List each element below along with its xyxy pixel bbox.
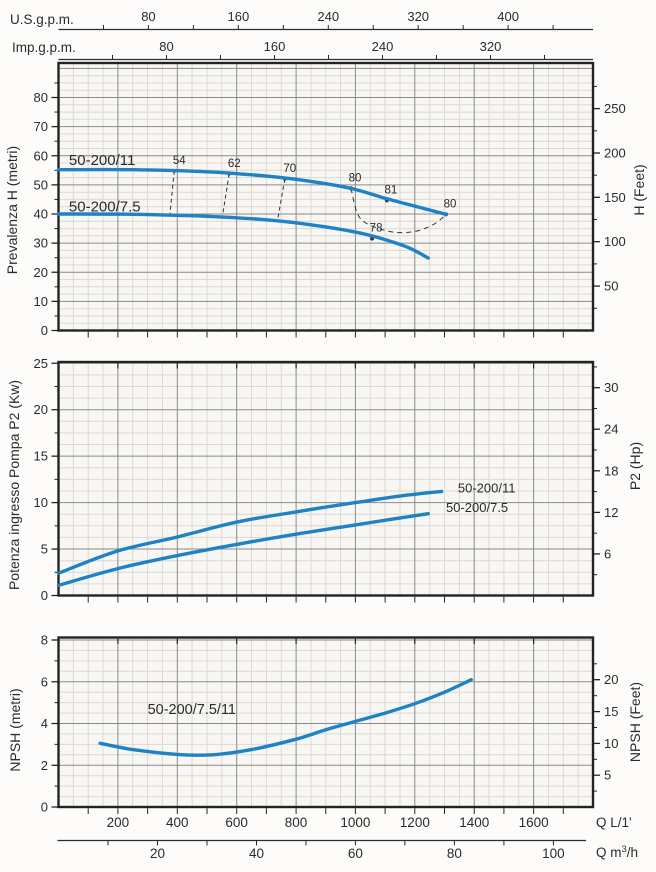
efficiency-contour: [350, 188, 447, 234]
tick-label-right: 5: [604, 768, 611, 783]
l-per-min-label: 1400: [459, 815, 489, 830]
tick-label-left: 25: [34, 356, 48, 371]
tick-label-left: 60: [34, 148, 48, 163]
us-gpm-label: 160: [227, 9, 249, 24]
us-gpm-label: 320: [407, 9, 429, 24]
m3h-title: Q m3/h: [596, 844, 638, 860]
flow-axis-m3-per-h: 20 40 60 80 100 Q m3/h: [57, 839, 638, 861]
imp-gpm-label: 80: [159, 39, 173, 54]
us-gpm-label: 80: [141, 9, 155, 24]
tick-label-left: 6: [41, 674, 48, 689]
efficiency-label: 70: [283, 163, 296, 175]
curve-label: 50-200/7.5/11: [148, 702, 236, 718]
tick-label-right: 200: [604, 145, 626, 160]
tick-label-left: 0: [41, 800, 48, 815]
right-axis-title: P2 (Hp): [627, 442, 643, 490]
curve-label: 50-200/11: [458, 481, 516, 496]
tick-label-left: 10: [34, 294, 48, 309]
m3h-label: 20: [150, 846, 165, 861]
tick-label-left: 10: [34, 495, 48, 510]
l-per-min-label: 1600: [519, 815, 549, 830]
imp-gpm-label: 240: [372, 39, 394, 54]
tick-label-right: 30: [604, 380, 618, 395]
curve-50-200/7.5/11: [98, 678, 473, 757]
npsh-chart: 0 2 4 6 8 NPSH (metri) 5 10 15 20 NPSH (Feet) 50-20…: [7, 633, 643, 815]
tick-label-left: 5: [41, 542, 48, 557]
efficiency-line: [221, 173, 230, 217]
imp-gpm-label: 320: [480, 39, 502, 54]
imp-gpm-label: 160: [264, 39, 286, 54]
tick-label-left: 80: [34, 90, 48, 105]
tick-label-right: 15: [604, 704, 618, 719]
tick-label-right: 250: [604, 101, 626, 116]
m3h-label: 100: [542, 846, 565, 861]
tick-label-right: 24: [604, 422, 618, 437]
us-gpm-scale: U.S.g.p.m. 80 160 240 320 400: [10, 9, 593, 31]
efficiency-line: [169, 170, 175, 215]
efficiency-label: 78: [370, 222, 383, 234]
power-chart: 0 5 10 15 20 25 Potenza ingresso Pompa P2 (Kw)…: [6, 356, 643, 603]
tick-label-right: 20: [604, 672, 618, 687]
head-chart: 0 10 20 30 40 50 60 70 80 Prevalenza H (metri) 50 1…: [4, 61, 647, 338]
curve-label: 50-200/7.5: [69, 199, 141, 216]
left-axis-title: Potenza ingresso Pompa P2 (Kw): [6, 380, 22, 590]
imp-gpm-scale: Imp.g.p.m. 80 160 240 320: [12, 39, 593, 61]
tick-label-left: 20: [34, 265, 48, 280]
curve-50-200/7.5: [56, 212, 430, 260]
us-gpm-title: U.S.g.p.m.: [10, 12, 74, 27]
curve-50-200/11: [56, 167, 448, 216]
us-gpm-label: 240: [317, 9, 339, 24]
imp-gpm-title: Imp.g.p.m.: [12, 40, 76, 55]
tick-label-right: 100: [604, 234, 626, 249]
tick-label-left: 15: [34, 449, 48, 464]
tick-label-right: 150: [604, 190, 626, 205]
m3h-label: 60: [348, 846, 363, 861]
tick-label-right: 50: [604, 279, 618, 294]
plot-border: [57, 360, 595, 597]
tick-label-left: 0: [41, 588, 48, 603]
efficiency-label: 54: [173, 155, 186, 167]
tick-label-left: 20: [34, 402, 48, 417]
m3h-label: 40: [249, 846, 264, 861]
tick-label-right: 12: [604, 505, 618, 520]
m3h-label: 80: [447, 846, 462, 861]
us-gpm-label: 400: [497, 9, 519, 24]
left-axis-title: NPSH (metri): [7, 688, 23, 771]
right-axis-title: NPSH (Feet): [627, 682, 643, 762]
efficiency-label: 81: [385, 184, 398, 196]
left-axis-title: Prevalenza H (metri): [4, 146, 20, 274]
tick-label-right: 18: [604, 463, 618, 478]
tick-label-left: 8: [41, 633, 48, 648]
l-per-min-label: 200: [107, 815, 130, 830]
curve-label: 50-200/11: [69, 152, 135, 169]
l-per-min-label: 1000: [340, 815, 370, 830]
efficiency-label: 62: [228, 158, 241, 170]
curve-50-200/11: [56, 489, 444, 575]
tick-label-right: 6: [604, 546, 611, 561]
tick-label-left: 2: [41, 758, 48, 773]
right-axis-title: H (Feet): [631, 164, 647, 215]
l-per-min-label: 400: [166, 815, 189, 830]
tick-label-left: 40: [34, 207, 48, 222]
flow-axis-l-per-min: 200 400 600 800 1000 1200 1400 1600 Q L/1': [107, 815, 632, 830]
tick-label-left: 0: [41, 323, 48, 338]
curve-label: 50-200/7.5: [446, 500, 508, 515]
l-per-min-label: 800: [285, 815, 308, 830]
efficiency-label: 80: [349, 172, 362, 184]
tick-label-right: 10: [604, 736, 618, 751]
tick-label-left: 30: [34, 236, 48, 251]
plot-border: [57, 636, 595, 809]
efficiency-line: [276, 178, 286, 222]
l-per-min-label: 600: [225, 815, 248, 830]
tick-label-left: 70: [34, 119, 48, 134]
curve-50-200/7.5: [56, 512, 430, 587]
tick-label-left: 4: [41, 716, 48, 731]
efficiency-label: 80: [444, 198, 457, 210]
l-per-min-title: Q L/1': [596, 815, 632, 830]
l-per-min-label: 1200: [400, 815, 430, 830]
tick-label-left: 50: [34, 177, 48, 192]
